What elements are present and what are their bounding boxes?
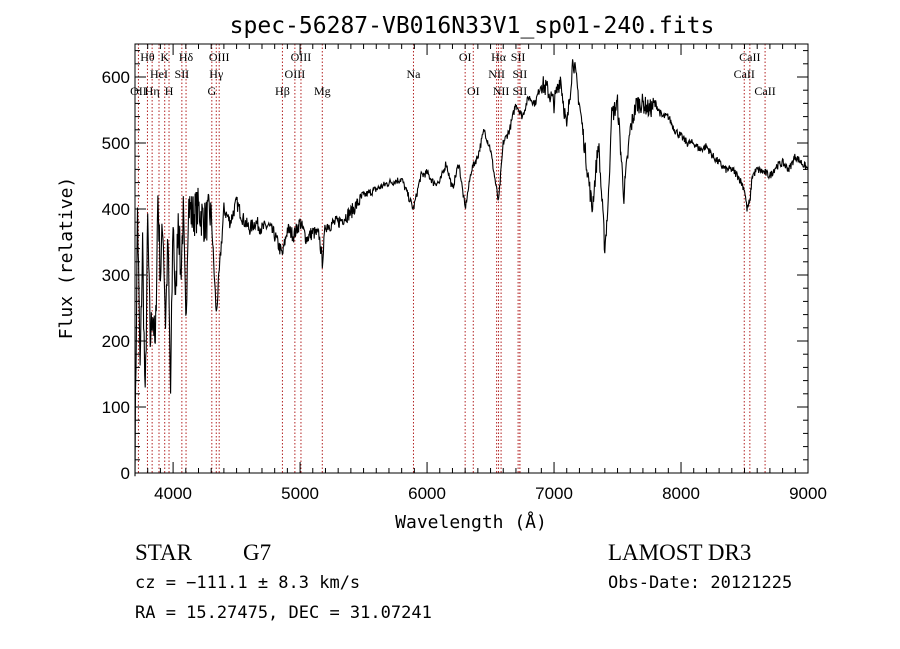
x-tick-label: 5000: [281, 484, 319, 503]
x-axis: 4000 5000 6000 7000 8000 9000: [134, 44, 827, 503]
line-label: CaII: [734, 67, 755, 81]
line-label: OIII: [209, 50, 230, 64]
line-label: SII: [175, 67, 190, 81]
x-axis-label: Wavelength (Å): [395, 511, 547, 533]
line-labels: Hθ K Hδ OIII OIII OI Hα SII CaIIOIIHeIHηSIIHHγGO…: [130, 50, 776, 98]
line-label: NII: [488, 67, 505, 81]
line-label: OII: [130, 84, 147, 98]
x-tick-label: 7000: [535, 484, 573, 503]
y-axis-label: Flux (relative): [56, 177, 77, 340]
x-tick-label: 4000: [154, 484, 192, 503]
x-tick-label: 8000: [662, 484, 700, 503]
line-label: Hδ: [179, 50, 194, 64]
line-label: Hβ: [275, 84, 290, 98]
line-label: OIII: [285, 67, 306, 81]
y-tick-label: 500: [102, 134, 130, 153]
line-label: Na: [406, 67, 421, 81]
observation-date: Obs-Date: 20121225: [608, 573, 793, 593]
object-subclass: G7: [243, 540, 272, 565]
x-tick-label: 6000: [408, 484, 446, 503]
line-label: Hη: [145, 84, 160, 98]
y-tick-label: 400: [102, 200, 130, 219]
line-label: SII: [513, 67, 528, 81]
coordinates: RA = 15.27475, DEC = 31.07241: [135, 603, 432, 623]
y-tick-label: 100: [102, 398, 130, 417]
line-label: G: [207, 84, 216, 98]
line-label: HeI: [150, 67, 168, 81]
x-tick-label: 9000: [789, 484, 827, 503]
line-label: H: [165, 84, 174, 98]
chart-title: spec-56287-VB016N33V1_sp01-240.fits: [230, 13, 715, 39]
line-label: CaII: [739, 50, 760, 64]
line-label: K: [160, 50, 169, 64]
y-tick-label: 300: [102, 266, 130, 285]
survey-name: LAMOST DR3: [608, 540, 752, 565]
line-label: Hθ: [140, 50, 155, 64]
line-label: Hγ: [209, 67, 224, 81]
line-markers: [137, 44, 766, 473]
line-label: OI: [467, 84, 480, 98]
spectrum-line: [134, 59, 809, 477]
y-tick-label: 600: [102, 68, 130, 87]
line-label: CaII: [754, 84, 775, 98]
line-label: OIII: [291, 50, 312, 64]
line-label: Mg: [314, 84, 331, 98]
plot-frame: [134, 43, 809, 474]
y-axis: 0 100 200 300 400 500 600: [102, 50, 808, 483]
line-label: OI: [459, 50, 472, 64]
y-tick-label: 200: [102, 332, 130, 351]
line-label: NII: [493, 84, 510, 98]
line-label: SII: [513, 84, 528, 98]
redshift-readout: cz = −111.1 ± 8.3 km/s: [135, 573, 361, 593]
object-class: STAR: [135, 540, 192, 565]
line-label: SII: [511, 50, 526, 64]
y-tick-label: 0: [121, 464, 130, 483]
line-label: Hα: [491, 50, 507, 64]
